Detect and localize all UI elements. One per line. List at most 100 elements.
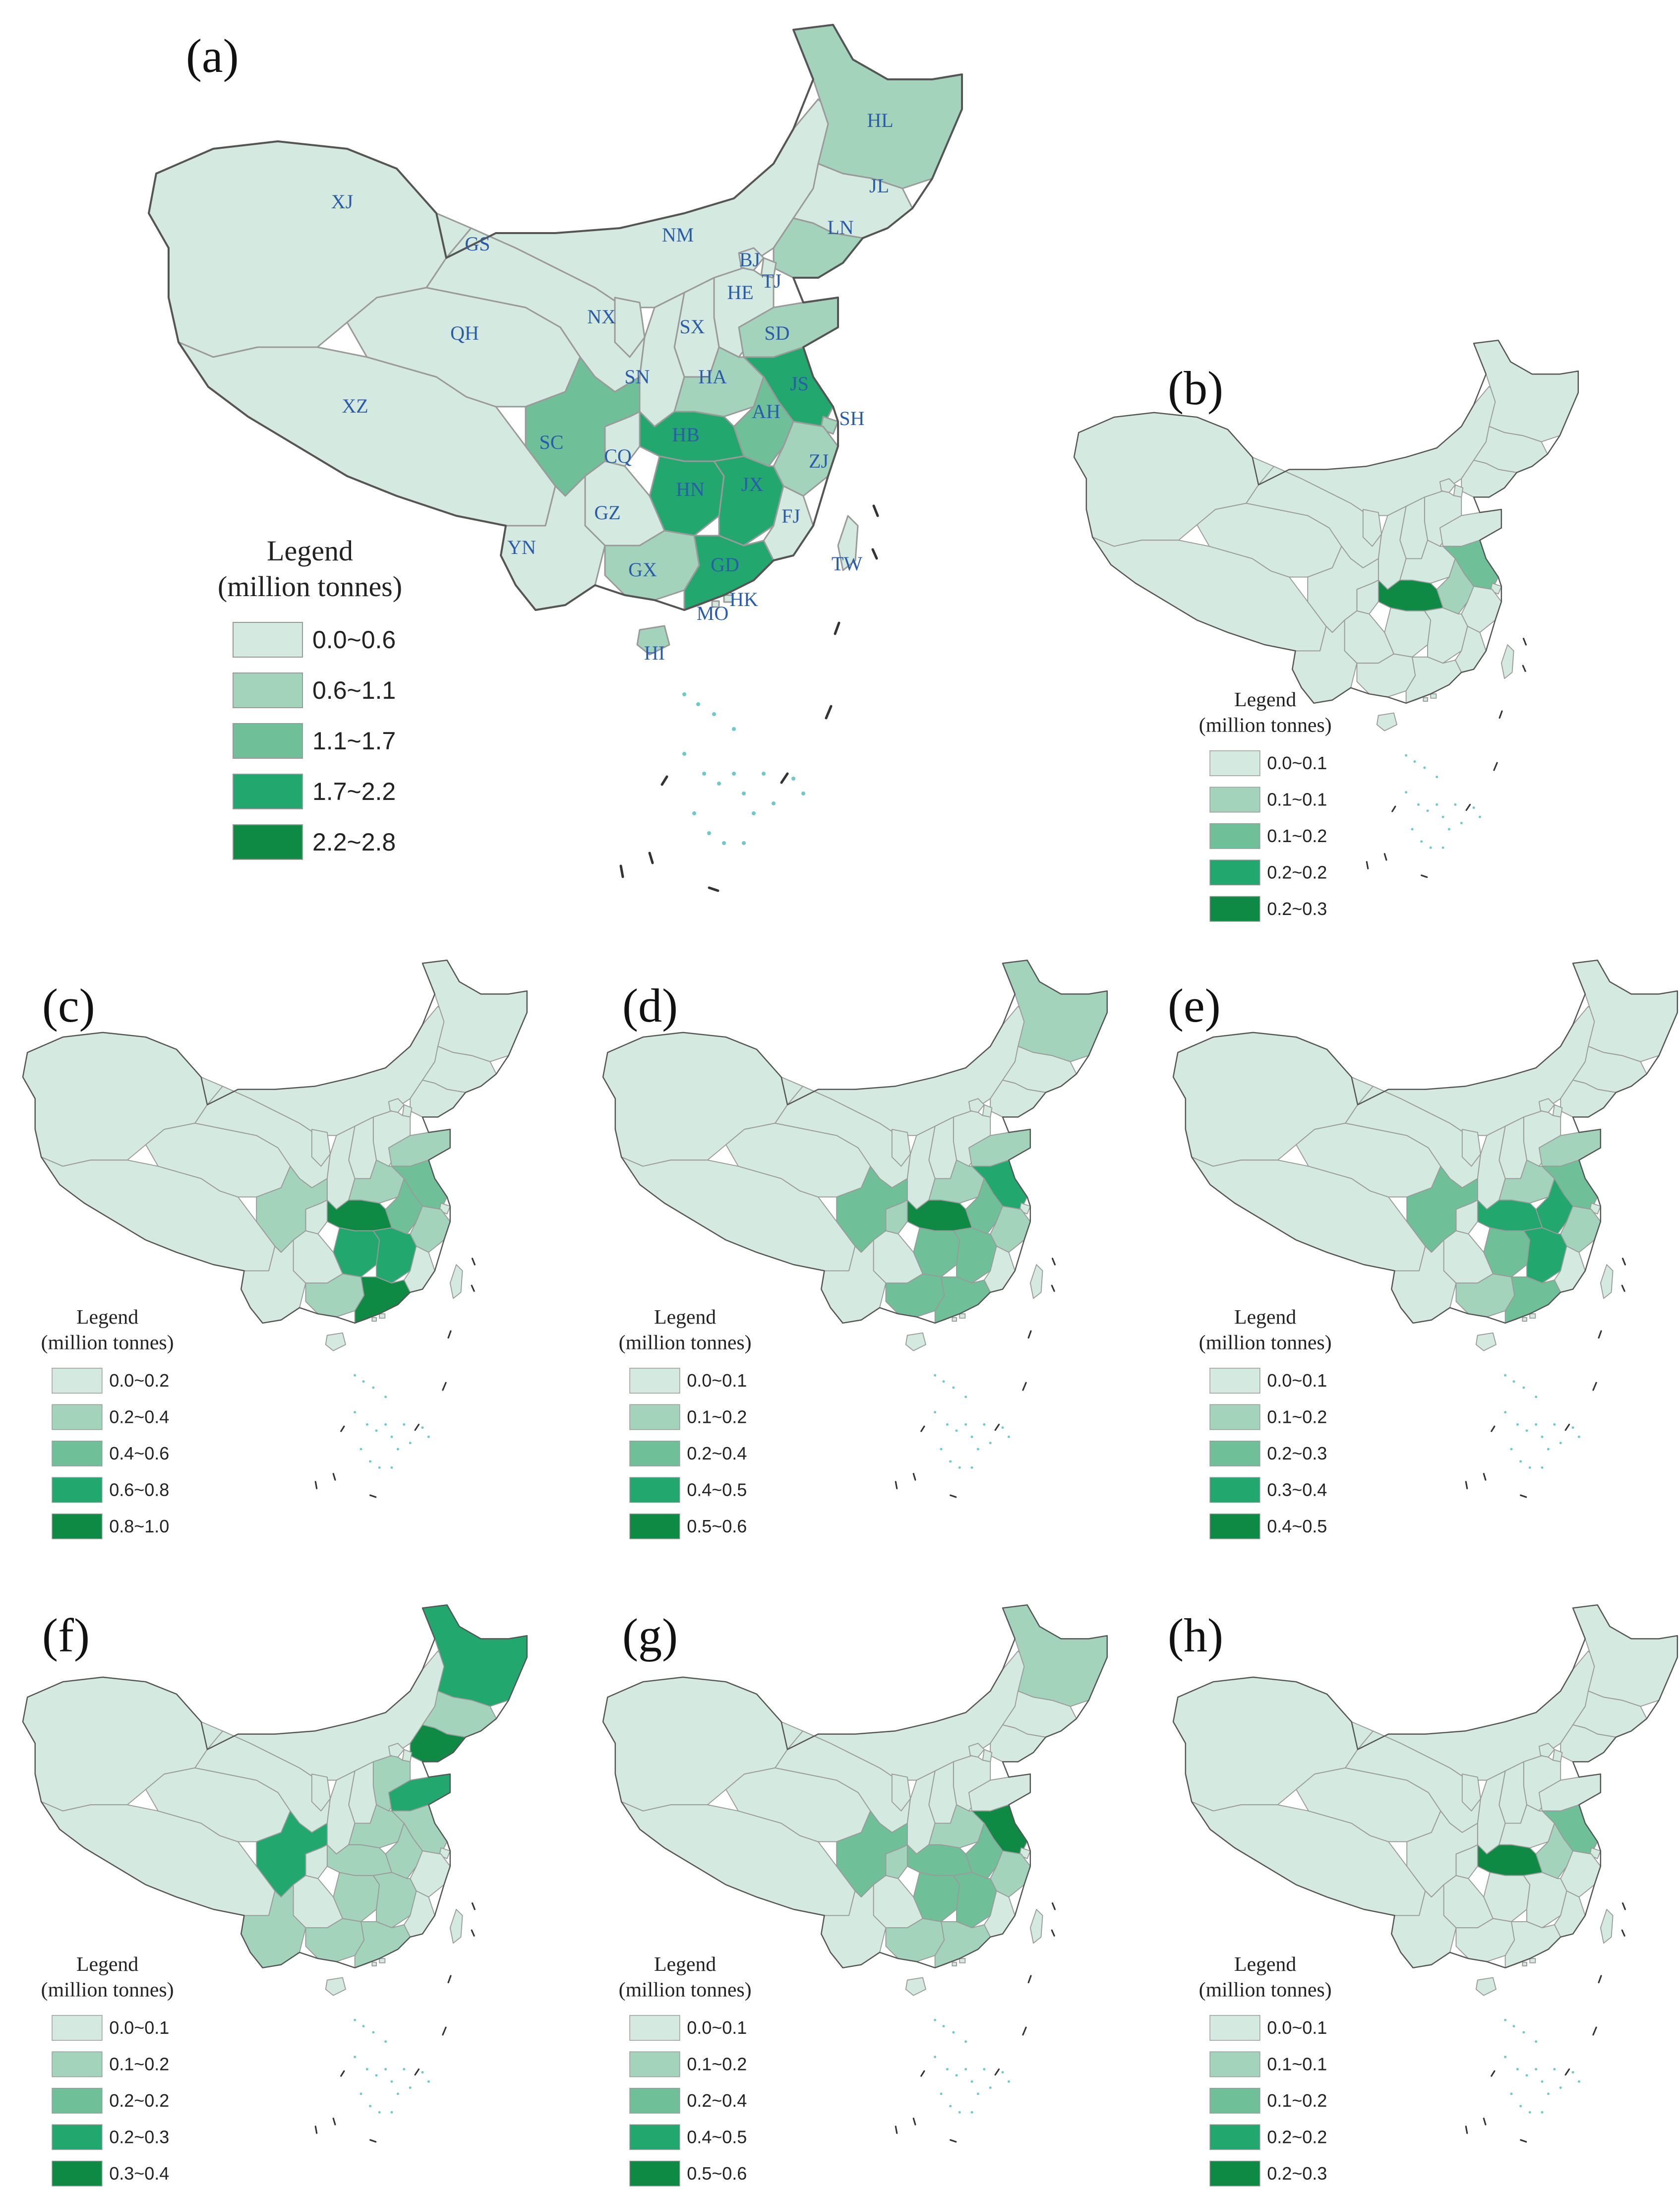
island-dot bbox=[952, 2031, 955, 2034]
legend-item-label: 0.2~0.4 bbox=[687, 1443, 747, 1463]
province-tw bbox=[1600, 1264, 1614, 1299]
province-gz bbox=[293, 1230, 343, 1284]
province-label-gz: GZ bbox=[594, 501, 620, 524]
sea-boundary-dash bbox=[1483, 1473, 1487, 1481]
province-hb bbox=[906, 1199, 972, 1231]
country-outline bbox=[602, 1604, 1108, 1969]
province-label-ha: HA bbox=[698, 366, 727, 388]
legend-swatch bbox=[629, 2087, 680, 2114]
sea-boundary-dash bbox=[1522, 665, 1526, 672]
province-tw bbox=[1600, 1909, 1614, 1944]
sea-boundary-dash bbox=[1421, 874, 1428, 878]
legend-swatch bbox=[52, 1477, 103, 1503]
island-dot bbox=[1516, 1423, 1519, 1426]
province-label-xz: XZ bbox=[342, 395, 368, 417]
island-dot bbox=[946, 1423, 949, 1426]
legend-item-label: 0.0~0.1 bbox=[1267, 2017, 1327, 2038]
island-dot bbox=[360, 1448, 362, 1451]
island-dot bbox=[934, 2018, 937, 2021]
island-dot bbox=[1571, 2071, 1574, 2074]
province-label-gd: GD bbox=[711, 553, 739, 576]
sea-boundary-dash bbox=[1621, 1929, 1625, 1937]
island-dot bbox=[369, 1460, 372, 1463]
country-outline bbox=[148, 24, 963, 611]
legend-title: Legend bbox=[76, 1953, 138, 1976]
island-dot bbox=[712, 712, 716, 716]
legend-subtitle: (million tonnes) bbox=[1199, 1332, 1332, 1354]
panel-label-g: (g) bbox=[622, 1609, 678, 1662]
province-hb bbox=[1378, 579, 1443, 611]
panel-label-b: (b) bbox=[1168, 362, 1223, 415]
island-dot bbox=[1472, 806, 1475, 809]
province-hi bbox=[1376, 712, 1397, 731]
province-hb bbox=[639, 411, 745, 462]
legend-title: Legend bbox=[654, 1953, 716, 1976]
legend-swatch bbox=[1209, 787, 1260, 813]
island-dot bbox=[989, 1442, 992, 1445]
province-hk bbox=[379, 1958, 386, 1963]
sea-boundary-dash bbox=[912, 1473, 916, 1481]
sea-boundary-dash bbox=[1391, 805, 1396, 812]
legend-swatch bbox=[629, 2160, 680, 2187]
country-outline bbox=[22, 959, 528, 1324]
map-panel-f: (f) Legend (million tonnes) 0.0~0.1 0.1~0.2 0… bbox=[22, 1604, 528, 2187]
legend-item-label: 0.1~0.2 bbox=[687, 2054, 747, 2074]
island-dot bbox=[1441, 815, 1444, 818]
island-dot bbox=[949, 2105, 952, 2108]
sea-boundary-dash bbox=[1022, 1382, 1027, 1391]
legend-swatch bbox=[233, 672, 303, 708]
province-bj bbox=[1439, 478, 1456, 493]
sea-boundary-dash bbox=[340, 1425, 345, 1432]
sea-boundary-dash bbox=[1564, 2068, 1570, 2076]
province-nx bbox=[311, 1129, 331, 1167]
province-hb bbox=[326, 1199, 392, 1231]
province-gz bbox=[873, 1875, 923, 1929]
island-dot bbox=[1553, 2068, 1556, 2071]
sea-boundary-dash bbox=[1465, 803, 1471, 811]
province-hb bbox=[1477, 1199, 1543, 1231]
province-tw bbox=[1029, 1264, 1043, 1299]
sea-boundary-dash bbox=[950, 1494, 957, 1498]
province-hk bbox=[1430, 693, 1437, 699]
island-dot bbox=[1528, 2111, 1531, 2114]
sea-boundary-dash bbox=[332, 1473, 336, 1481]
legend-title: Legend bbox=[1234, 688, 1296, 711]
province-label-hn: HN bbox=[676, 478, 705, 500]
sea-boundary-dash bbox=[780, 772, 789, 784]
province-label-cq: CQ bbox=[604, 445, 632, 467]
province-hk bbox=[1529, 1958, 1536, 1963]
island-dot bbox=[1436, 803, 1439, 806]
island-dot bbox=[976, 1448, 979, 1451]
island-dot bbox=[1426, 809, 1429, 812]
island-dot bbox=[1436, 776, 1439, 779]
island-dot bbox=[1528, 1466, 1531, 1469]
island-dot bbox=[1535, 2068, 1538, 2071]
province-hi bbox=[325, 1332, 346, 1351]
island-dot bbox=[1571, 1426, 1574, 1429]
island-dot bbox=[421, 1426, 424, 1429]
island-dot bbox=[1007, 1435, 1010, 1438]
sea-boundary-dash bbox=[1022, 2026, 1027, 2036]
sea-boundary-dash bbox=[834, 621, 840, 635]
island-dot bbox=[964, 1396, 967, 1399]
sea-boundary-dash bbox=[1465, 2126, 1468, 2134]
province-gz bbox=[293, 1875, 343, 1929]
panel-label-a: (a) bbox=[186, 29, 239, 82]
sea-boundary-dash bbox=[442, 1382, 447, 1391]
island-dot bbox=[1420, 840, 1423, 843]
province-hk bbox=[959, 1313, 966, 1319]
island-dot bbox=[409, 2086, 412, 2089]
island-dot bbox=[940, 2092, 943, 2095]
legend-item-label: 0.0~0.1 bbox=[1267, 753, 1327, 773]
island-dot bbox=[791, 777, 795, 781]
island-dot bbox=[1460, 822, 1463, 825]
legend-title: Legend bbox=[1234, 1953, 1296, 1976]
island-dot bbox=[762, 772, 766, 776]
island-dot bbox=[1522, 2031, 1525, 2034]
island-dot bbox=[732, 727, 736, 731]
island-dot bbox=[772, 801, 776, 805]
sea-boundary-dash bbox=[1051, 1258, 1056, 1266]
island-dot bbox=[955, 2074, 958, 2077]
sea-boundary-dash bbox=[340, 2070, 345, 2077]
